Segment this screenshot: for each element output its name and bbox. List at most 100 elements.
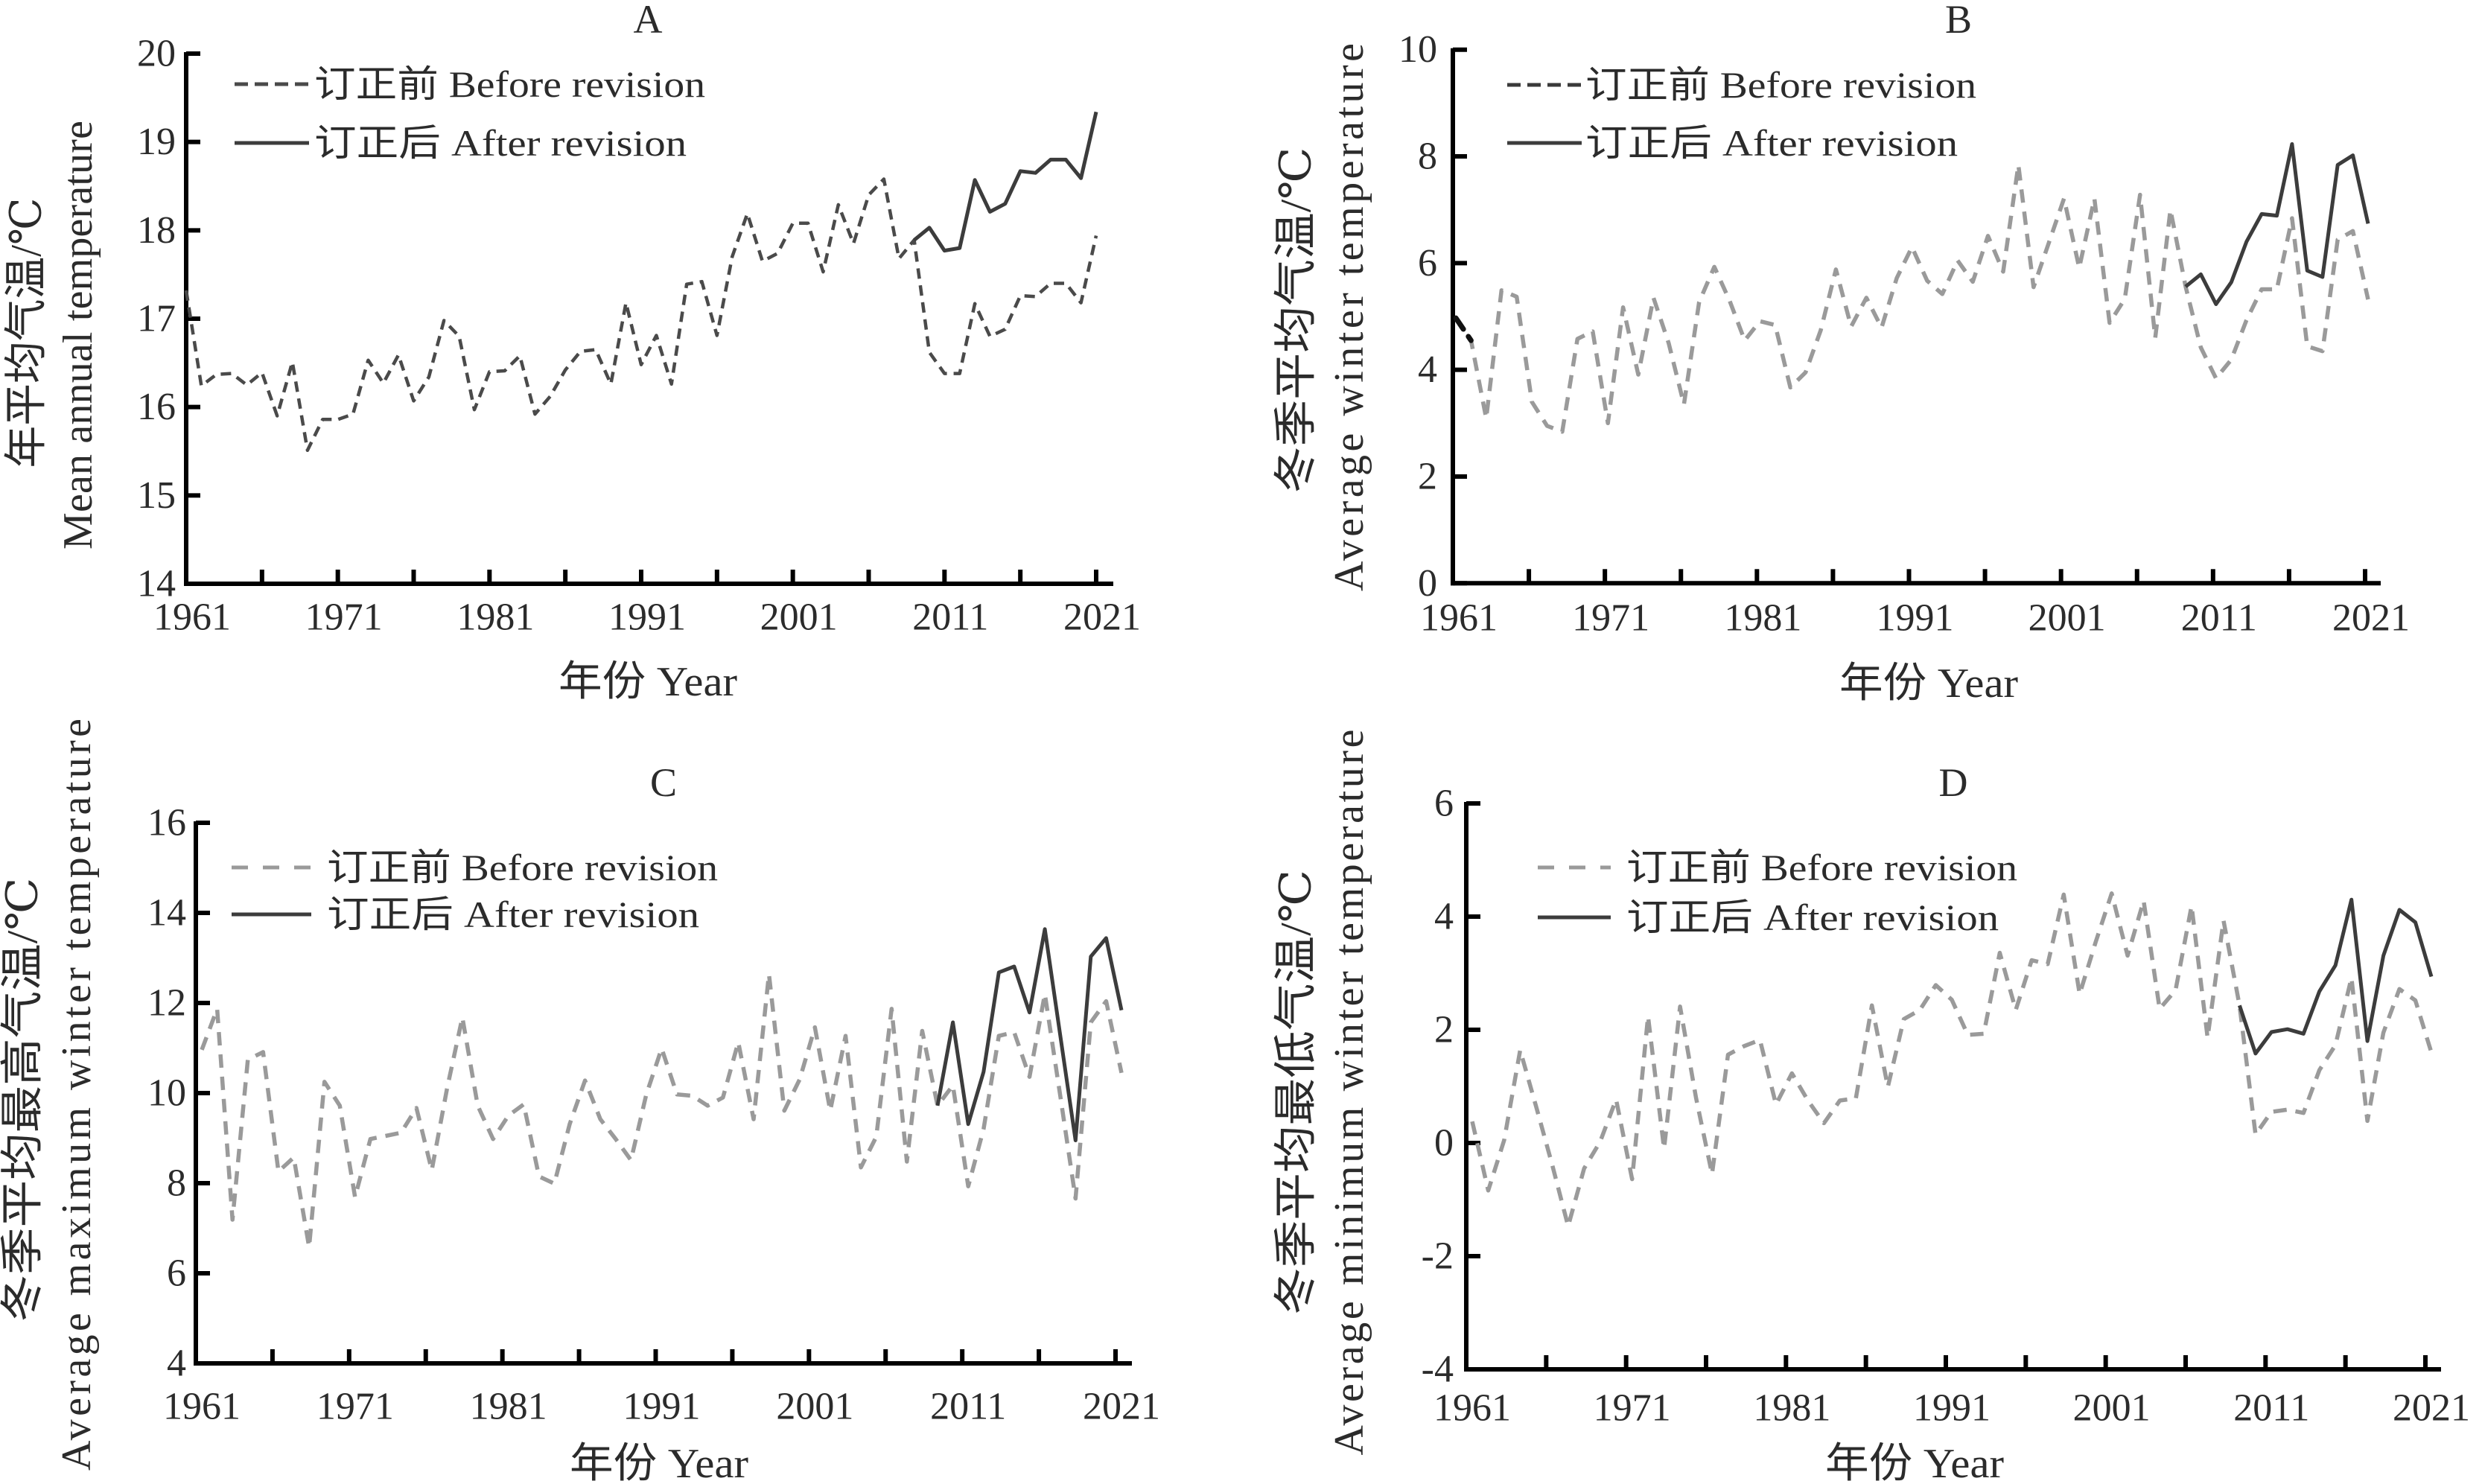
data-point xyxy=(2153,336,2157,340)
data-point xyxy=(1950,998,1954,1002)
x-tick-label: 2011 xyxy=(2181,597,2257,640)
data-point xyxy=(2198,345,2203,350)
data-point xyxy=(1681,402,1686,407)
data-point xyxy=(1833,267,1838,272)
data-point xyxy=(396,353,401,357)
axes: 0 2 4 6 8 10 1961 1971 1981 1991 2001 2011 2021 xyxy=(1398,28,2410,639)
data-point xyxy=(563,368,567,372)
legend: 订正前 Before revision 订正后 After revision xyxy=(1538,847,2017,938)
x-tick-label: 2021 xyxy=(1083,1386,1160,1428)
data-point xyxy=(1986,234,1991,238)
data-point xyxy=(2138,193,2142,197)
data-point xyxy=(2206,1036,2210,1040)
data-point xyxy=(966,1184,970,1188)
data-point xyxy=(1743,338,1747,343)
series-before-revision xyxy=(1453,162,2370,434)
data-point xyxy=(2275,214,2279,218)
data-point xyxy=(381,381,386,386)
data-point xyxy=(457,334,462,339)
data-point xyxy=(1530,400,1534,404)
y-tick-label: 15 xyxy=(137,474,176,517)
legend: 订正前 Before revision 订正后 After revision xyxy=(1507,64,1976,164)
data-point xyxy=(2125,953,2130,958)
data-point xyxy=(2229,357,2233,362)
x-tick-label: 1961 xyxy=(153,596,231,639)
data-point xyxy=(1997,951,2002,955)
axes: 4 6 8 10 12 14 16 1961 1971 1981 1991 2001 2011 2021 xyxy=(147,802,1160,1428)
data-point xyxy=(2349,897,2354,902)
data-point xyxy=(460,1015,465,1019)
data-point xyxy=(2366,297,2370,302)
data-point xyxy=(230,1217,235,1222)
data-point xyxy=(2093,197,2097,201)
data-point xyxy=(322,1080,327,1084)
data-point xyxy=(567,1122,572,1127)
x-tick-label: 2011 xyxy=(2233,1387,2309,1430)
data-point xyxy=(503,369,507,373)
x-tick-label: 2021 xyxy=(2393,1387,2470,1430)
data-point xyxy=(721,1095,725,1100)
data-point xyxy=(660,1046,664,1051)
data-point xyxy=(1902,1017,1906,1022)
data-point xyxy=(1757,1038,1762,1042)
data-point xyxy=(629,1158,633,1162)
series-line xyxy=(200,972,1124,1249)
x-tick-label: 2021 xyxy=(1063,596,1141,639)
data-point xyxy=(624,301,629,305)
axes: -4 -2 0 2 4 6 1961 1971 1981 1991 2001 2011 2021 xyxy=(1422,783,2470,1430)
panel-b: B 0 2 4 6 8 10 1961 1971 1981 1991 2001 2011 2021 年份 Y… xyxy=(1272,0,2411,707)
legend: 订正前 Before revision 订正后 After revision xyxy=(235,63,705,164)
x-axis-title: 年份 Year xyxy=(559,659,737,705)
data-point xyxy=(1518,1048,1522,1052)
data-point xyxy=(292,1156,296,1160)
data-point xyxy=(1028,1074,1032,1079)
data-point xyxy=(2290,142,2294,147)
data-point xyxy=(2253,1133,2258,1137)
data-point xyxy=(2214,302,2218,307)
data-point xyxy=(828,1109,833,1113)
data-point xyxy=(639,363,643,367)
data-point xyxy=(2320,349,2325,354)
data-point xyxy=(307,1245,311,1249)
data-point xyxy=(412,398,416,403)
data-point xyxy=(2413,999,2418,1003)
data-point xyxy=(2093,940,2098,944)
data-point xyxy=(518,354,522,358)
data-point xyxy=(806,221,810,226)
data-point xyxy=(889,1007,894,1011)
data-point xyxy=(1058,1093,1063,1098)
panel-c: C 4 6 8 10 12 14 16 1961 1971 1981 1991 2001 2011 2021… xyxy=(0,719,1160,1484)
data-point xyxy=(1821,1121,1826,1125)
data-point xyxy=(579,349,583,354)
data-point xyxy=(1662,1147,1667,1151)
data-point xyxy=(996,970,1001,975)
data-point xyxy=(798,1077,802,1082)
data-point xyxy=(942,372,946,376)
data-point xyxy=(2259,287,2264,292)
x-tick-label: 2001 xyxy=(2028,597,2106,640)
data-point xyxy=(2174,988,2178,993)
data-point xyxy=(2305,344,2309,348)
x-tick-label: 2001 xyxy=(760,596,838,639)
data-point xyxy=(1956,258,1960,263)
data-point xyxy=(2001,270,2005,274)
data-point xyxy=(812,1025,817,1030)
x-tick-label: 1981 xyxy=(1753,1387,1830,1430)
data-point xyxy=(1470,1119,1474,1124)
data-point xyxy=(2110,891,2114,896)
data-point xyxy=(2157,1007,2162,1011)
x-axis-title: 年份 Year xyxy=(1839,660,2018,707)
data-point xyxy=(1806,1098,1810,1103)
data-point xyxy=(1582,1166,1586,1171)
data-point xyxy=(958,372,962,376)
y-tick-label: 17 xyxy=(137,298,176,340)
data-point xyxy=(2365,1039,2370,1043)
data-point xyxy=(1073,1139,1078,1143)
data-point xyxy=(821,270,825,274)
data-point xyxy=(1468,338,1473,343)
data-point xyxy=(245,383,249,387)
data-point xyxy=(2016,163,2020,168)
data-point xyxy=(487,369,491,374)
y-tick-label: 10 xyxy=(147,1072,186,1115)
data-point xyxy=(1726,1052,1731,1057)
